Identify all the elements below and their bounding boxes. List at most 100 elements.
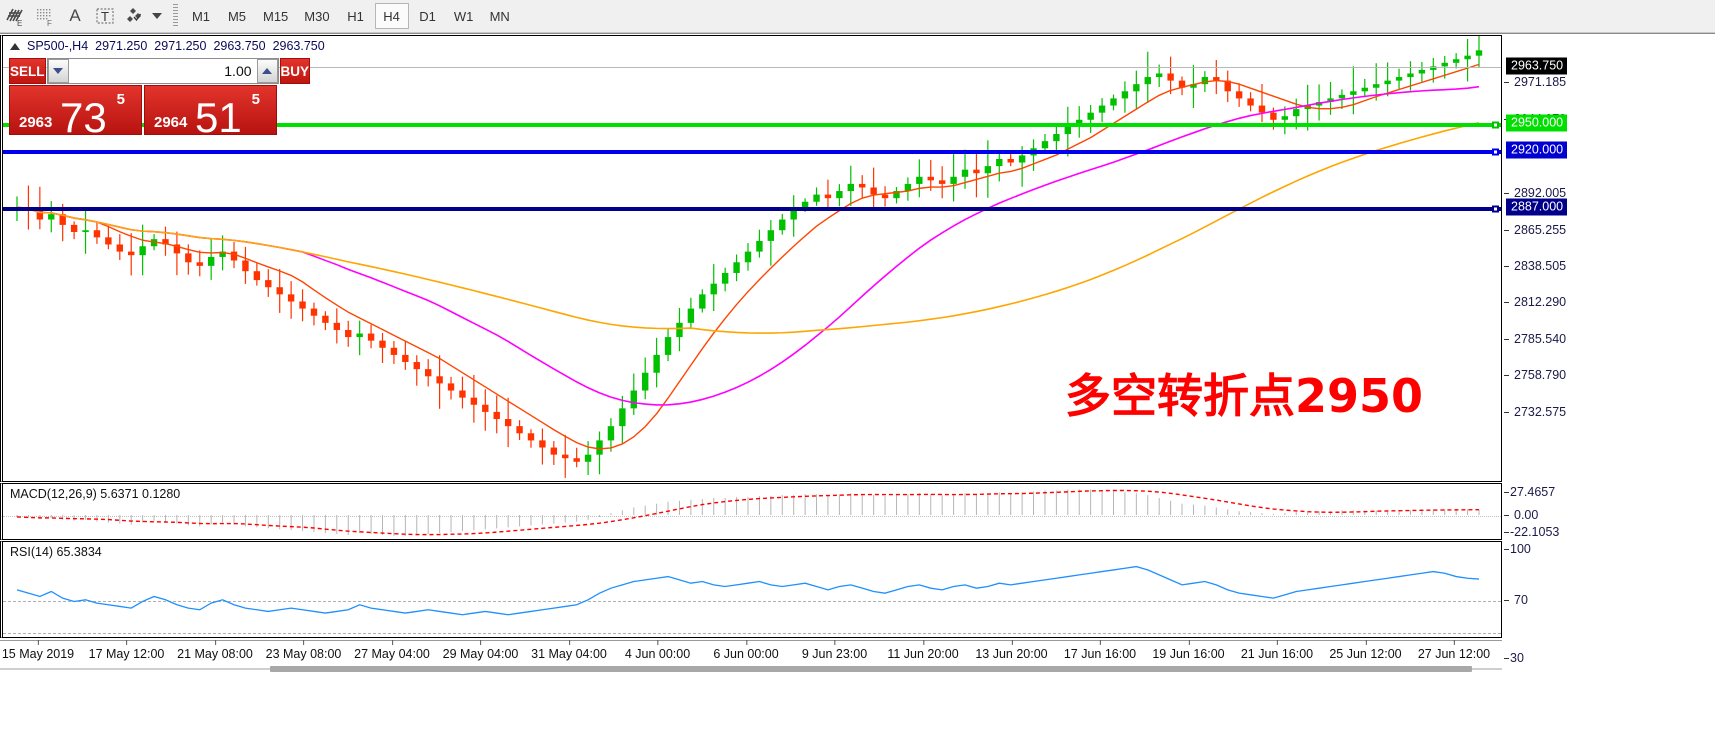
rsi-tick-100: 100: [1504, 542, 1531, 556]
price-tick-2732-575: 2732.575: [1504, 405, 1566, 419]
ohlc-open: 2971.250: [95, 39, 148, 53]
macd-zero-line: [3, 516, 1501, 517]
objects-dropdown-caret-icon[interactable]: [152, 13, 162, 19]
horizontal-scrollbar[interactable]: [0, 666, 1502, 672]
time-tick-11: 13 Jun 20:00: [975, 640, 1048, 661]
text-tool-icon[interactable]: A: [69, 6, 81, 25]
time-tick-3: 23 May 08:00: [265, 640, 342, 661]
time-tick-16: 27 Jun 12:00: [1417, 640, 1491, 661]
time-tick-6: 31 May 04:00: [531, 640, 607, 661]
svg-text:T: T: [101, 9, 109, 24]
volume-increment-button[interactable]: [256, 59, 278, 83]
label-tool-icon[interactable]: T: [90, 2, 120, 30]
level-handle-2950[interactable]: [1492, 121, 1499, 129]
buy-price-big: 51: [195, 94, 242, 135]
price-tick-2785-540: 2785.540: [1504, 332, 1566, 346]
rsi-label: RSI(14) 65.3834: [10, 545, 102, 559]
rsi-guide-70: [3, 601, 1501, 602]
macd-tick-1: 0.00: [1504, 508, 1538, 522]
sell-price-big: 73: [60, 94, 107, 135]
macd-pane[interactable]: MACD(12,26,9) 5.6371 0.1280: [0, 483, 1502, 540]
timeframe-button-h4[interactable]: H4: [374, 3, 409, 29]
timeframe-button-group: M1 M5 M15 M30 H1 H4 D1 W1 MN: [183, 3, 518, 29]
symbol-ohlc-header: SP500-,H4 2971.250 2971.250 2963.750 296…: [10, 39, 325, 53]
current-price-label: 2963.750: [1506, 57, 1568, 75]
rsi-pane[interactable]: RSI(14) 65.3834: [0, 541, 1502, 638]
rsi-tick-30: 30: [1504, 651, 1524, 665]
level-line-2950[interactable]: [3, 123, 1501, 127]
trade-controls-row: SELL BUY: [9, 58, 311, 84]
sell-button[interactable]: SELL: [9, 58, 46, 84]
volume-input[interactable]: [68, 59, 257, 83]
macd-series-canvas: [16, 489, 1480, 536]
price-series-canvas: [13, 36, 1483, 478]
price-level-label-2950[interactable]: 2950.000: [1506, 114, 1568, 132]
price-level-label-2887[interactable]: 2887.000: [1506, 198, 1568, 216]
svg-text:E: E: [17, 19, 22, 27]
sell-price-fraction: 5: [116, 91, 125, 108]
time-tick-12: 17 Jun 16:00: [1063, 640, 1137, 661]
collapse-triangle-icon[interactable]: [10, 42, 20, 50]
indicators-icon[interactable]: E: [0, 2, 30, 30]
ohlc-low: 2963.750: [213, 39, 266, 53]
scrollbar-thumb[interactable]: [270, 666, 1472, 672]
buy-price-whole: 2964: [154, 114, 188, 131]
price-scale-column[interactable]: 2971.1852944.9702892.0052865.2552838.505…: [1504, 34, 1715, 743]
chart-area: 多空转折点2950 SP500-,H4 2971.250 2971.250 29…: [0, 33, 1715, 743]
crosshair-grid-icon[interactable]: F: [30, 2, 60, 30]
level-handle-2887[interactable]: [1492, 205, 1499, 213]
time-tick-5: 29 May 04:00: [442, 640, 519, 661]
time-tick-14: 21 Jun 16:00: [1240, 640, 1314, 661]
sell-price-quote[interactable]: 2963 73 5: [9, 85, 142, 135]
timeframe-button-w1[interactable]: W1: [453, 8, 474, 24]
ohlc-close: 2963.750: [272, 39, 325, 53]
current-price-line: [3, 67, 1501, 68]
price-pane[interactable]: [0, 35, 1502, 482]
time-tick-13: 19 Jun 16:00: [1152, 640, 1225, 661]
time-axis[interactable]: 15 May 2019 17 May 12:00 21 May 08:00 23 Ma…: [0, 640, 1502, 666]
time-tick-0: 15 May 2019: [1, 640, 75, 661]
timeframe-button-d1[interactable]: D1: [419, 8, 436, 24]
chart-annotation-text: 多空转折点2950: [1065, 369, 1424, 423]
chart-toolbar: E F A T: [0, 0, 1715, 33]
volume-decrement-button[interactable]: [47, 59, 69, 83]
volume-stepper[interactable]: [46, 58, 279, 84]
time-tick-2: 21 May 08:00: [177, 640, 253, 661]
svg-text:F: F: [47, 19, 52, 27]
price-tick-2892-005: 2892.005: [1504, 186, 1566, 200]
sell-price-whole: 2963: [19, 114, 53, 131]
time-tick-8: 6 Jun 00:00: [713, 640, 779, 661]
price-tick-2812-290: 2812.290: [1504, 295, 1566, 309]
ohlc-high: 2971.250: [154, 39, 207, 53]
rsi-tick-70: 70: [1504, 593, 1528, 607]
timeframe-button-m1[interactable]: M1: [191, 8, 211, 24]
timeframe-button-mn[interactable]: MN: [489, 8, 510, 24]
quote-row: 2963 73 5 2964 51 5: [9, 85, 277, 135]
time-tick-15: 25 Jun 12:00: [1329, 640, 1402, 661]
symbol-label: SP500-,H4: [27, 39, 89, 53]
timeframe-button-m5[interactable]: M5: [227, 8, 247, 24]
time-tick-7: 4 Jun 00:00: [624, 640, 691, 661]
macd-tick-2: -22.1053: [1504, 525, 1559, 539]
one-click-trading-panel[interactable]: SELL BUY 2963 73 5 2964 51 5: [9, 58, 311, 135]
time-tick-4: 27 May 04:00: [354, 640, 430, 661]
level-line-2920[interactable]: [3, 150, 1501, 154]
price-tick-2838-505: 2838.505: [1504, 259, 1566, 273]
buy-price-fraction: 5: [251, 91, 260, 108]
price-tick-2971-185: 2971.185: [1504, 75, 1566, 89]
objects-icon[interactable]: [120, 2, 150, 30]
macd-label: MACD(12,26,9) 5.6371 0.1280: [10, 487, 181, 501]
price-level-label-2920[interactable]: 2920.000: [1506, 141, 1568, 159]
buy-price-quote[interactable]: 2964 51 5: [144, 85, 277, 135]
timeframe-button-m30[interactable]: M30: [304, 8, 330, 24]
timeframe-button-m15[interactable]: M15: [263, 8, 289, 24]
timeframe-button-h1[interactable]: H1: [347, 8, 364, 24]
level-handle-2920[interactable]: [1492, 148, 1499, 156]
toolbar-divider: [173, 4, 178, 28]
rsi-guide-30: [3, 633, 1501, 634]
buy-button[interactable]: BUY: [279, 58, 311, 84]
rsi-series-canvas: [16, 565, 1480, 616]
time-tick-1: 17 May 12:00: [88, 640, 165, 661]
level-line-2887[interactable]: [3, 207, 1501, 211]
